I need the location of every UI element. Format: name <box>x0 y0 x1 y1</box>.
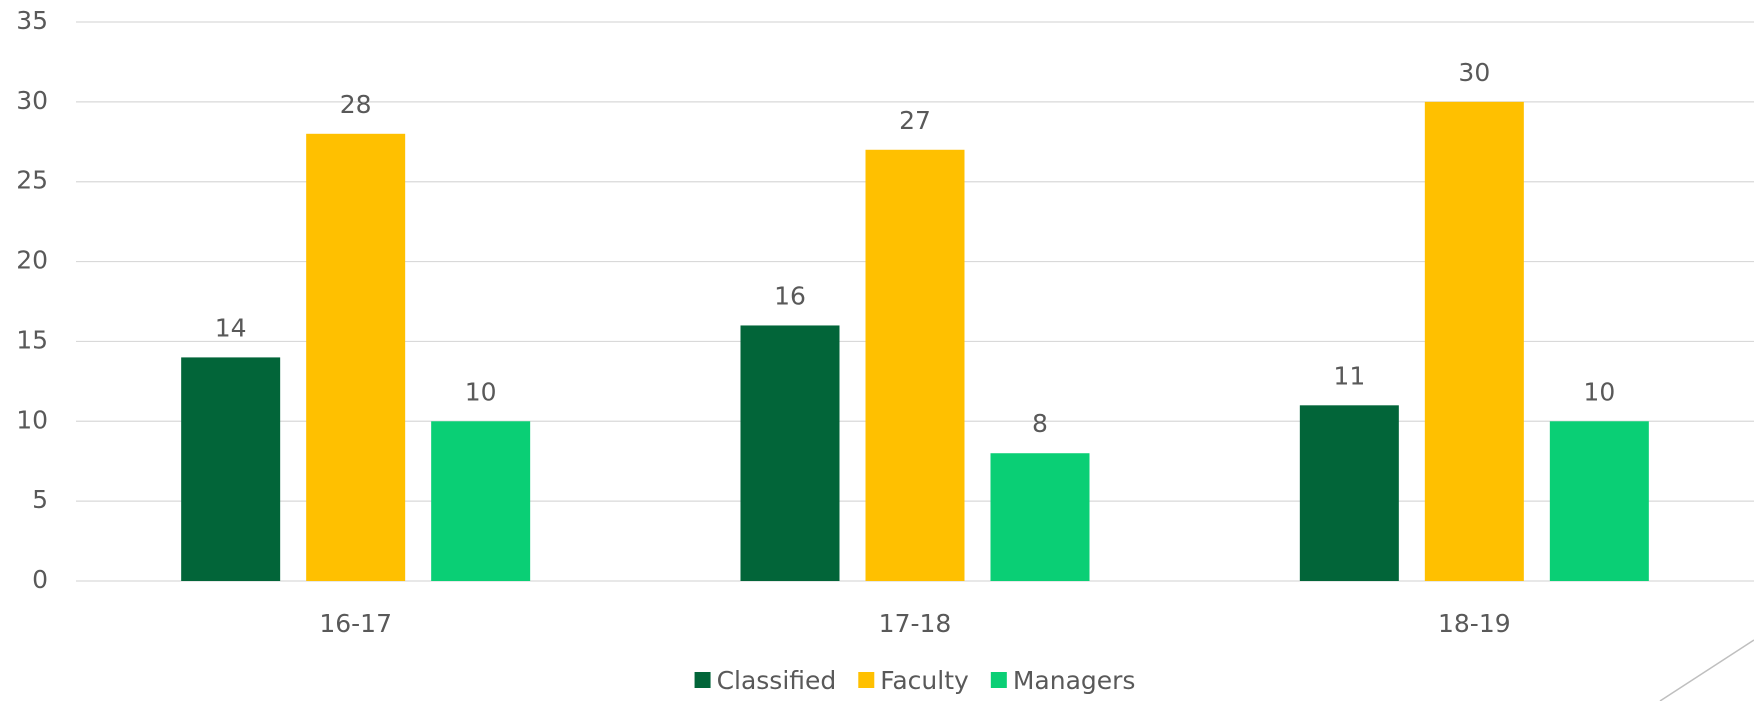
bar <box>431 421 531 581</box>
bar <box>181 357 281 581</box>
legend-swatch <box>990 672 1007 688</box>
bar <box>306 133 406 582</box>
bar <box>990 453 1090 581</box>
data-label: 30 <box>1458 58 1490 87</box>
legend-swatch <box>858 672 875 688</box>
y-tick-label: 5 <box>32 485 48 514</box>
data-label: 10 <box>1583 377 1615 406</box>
bar <box>865 149 965 581</box>
data-label: 14 <box>215 313 247 342</box>
bar <box>1299 405 1399 581</box>
legend-label: Faculty <box>880 666 969 695</box>
bar <box>1549 421 1649 581</box>
bar <box>740 325 840 581</box>
data-label: 8 <box>1032 409 1048 438</box>
y-tick-label: 25 <box>16 166 48 195</box>
y-tick-label: 30 <box>16 86 48 115</box>
decoration <box>1659 639 1754 702</box>
legend-label: Classified <box>717 666 837 695</box>
x-tick-label: 18-19 <box>1438 609 1511 638</box>
x-tick-label: 16-17 <box>319 609 392 638</box>
data-label: 11 <box>1333 361 1365 390</box>
y-tick-label: 10 <box>16 405 48 434</box>
data-label: 10 <box>465 377 497 406</box>
bar <box>1424 101 1524 581</box>
y-tick-label: 0 <box>32 565 48 594</box>
y-tick-label: 35 <box>16 6 48 35</box>
legend-label: Managers <box>1013 666 1136 695</box>
y-tick-label: 20 <box>16 246 48 275</box>
data-label: 16 <box>774 281 806 310</box>
y-tick-label: 15 <box>16 325 48 354</box>
x-tick-label: 17-18 <box>879 609 952 638</box>
legend-swatch <box>694 672 711 688</box>
data-label: 28 <box>340 90 372 119</box>
data-label: 27 <box>899 106 931 135</box>
